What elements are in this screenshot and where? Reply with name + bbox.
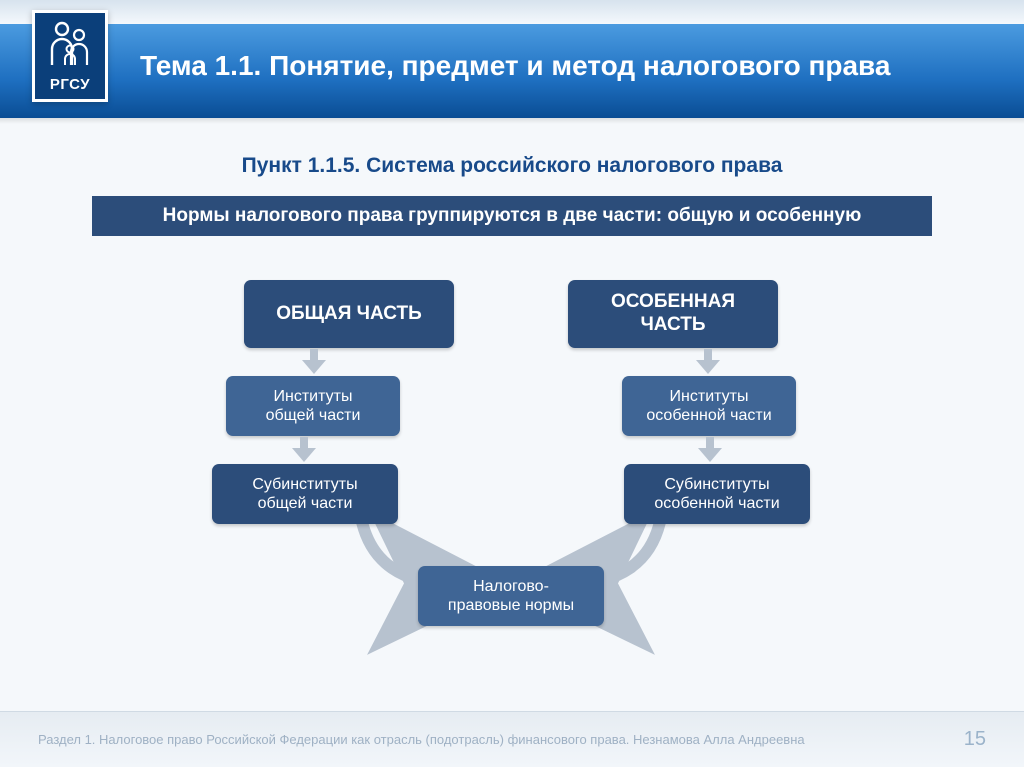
flow-node-n1: ОБЩАЯ ЧАСТЬ [244, 280, 454, 348]
info-banner: Нормы налогового права группируются в дв… [92, 196, 932, 236]
down-arrow-1 [696, 349, 720, 375]
flow-node-n6: Субинститутыособенной части [624, 464, 810, 524]
flow-node-n7: Налогово-правовые нормы [418, 566, 604, 626]
logo-label: РГСУ [50, 76, 90, 93]
page-number: 15 [964, 728, 986, 751]
header-gloss [0, 0, 1024, 24]
down-arrow-2 [292, 437, 316, 463]
flow-node-n5: Субинститутыобщей части [212, 464, 398, 524]
footer-text: Раздел 1. Налоговое право Российской Фед… [38, 732, 805, 747]
family-icon [46, 19, 94, 69]
flow-node-n2: ОСОБЕННАЯЧАСТЬ [568, 280, 778, 348]
header-shadow [0, 118, 1024, 124]
slide-title: Тема 1.1. Понятие, предмет и метод налог… [140, 50, 890, 82]
flow-node-n3: Институтыобщей части [226, 376, 400, 436]
slide-header: РГСУ Тема 1.1. Понятие, предмет и метод … [0, 0, 1024, 118]
slide-footer: Раздел 1. Налоговое право Российской Фед… [0, 711, 1024, 767]
flow-node-n4: Институтыособенной части [622, 376, 796, 436]
logo-box: РГСУ [32, 10, 108, 102]
flowchart-diagram: ОБЩАЯ ЧАСТЬ ОСОБЕННАЯЧАСТЬ Институтыобщей … [0, 236, 1024, 666]
slide-subtitle: Пункт 1.1.5. Система российского налогов… [0, 154, 1024, 178]
down-arrow-3 [698, 437, 722, 463]
down-arrow-0 [302, 349, 326, 375]
